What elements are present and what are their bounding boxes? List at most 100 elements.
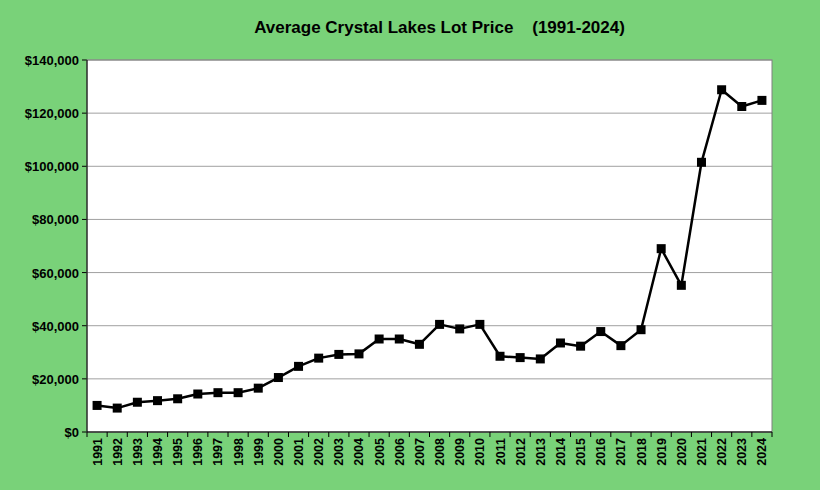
x-tick	[489, 432, 490, 437]
marker	[697, 158, 706, 167]
x-tick-label: 1997	[211, 438, 225, 466]
x-tick	[127, 432, 128, 437]
x-tick-label: 2019	[655, 438, 669, 466]
marker	[596, 327, 605, 336]
marker	[234, 388, 243, 397]
x-tick-label: 2021	[695, 438, 709, 466]
marker	[556, 338, 565, 347]
x-tick	[691, 432, 692, 437]
plot-frame	[87, 60, 772, 432]
marker	[637, 325, 646, 334]
x-tick-label: 2004	[352, 438, 366, 466]
x-tick-label: 2005	[373, 438, 387, 466]
marker	[737, 102, 746, 111]
marker	[193, 390, 202, 399]
marker	[213, 388, 222, 397]
x-tick	[328, 432, 329, 437]
marker	[314, 354, 323, 363]
x-tick-label: 1994	[151, 438, 165, 466]
x-tick	[469, 432, 470, 437]
x-tick-label: 2023	[735, 438, 749, 466]
marker	[395, 335, 404, 344]
x-tick-label: 2000	[272, 438, 286, 466]
marker	[113, 404, 122, 413]
x-tick-label: 2022	[715, 438, 729, 466]
marker	[435, 320, 444, 329]
x-tick	[651, 432, 652, 437]
marker	[616, 341, 625, 350]
marker	[677, 281, 686, 290]
y-tick	[82, 219, 87, 220]
x-tick	[268, 432, 269, 437]
marker	[153, 396, 162, 405]
y-tick	[82, 113, 87, 114]
grid-line	[87, 378, 772, 379]
marker	[576, 342, 585, 351]
x-tick	[87, 432, 88, 437]
series	[93, 85, 767, 412]
x-tick-label: 1999	[252, 438, 266, 466]
y-tick	[82, 378, 87, 379]
marker	[415, 340, 424, 349]
x-tick	[107, 432, 108, 437]
x-tick	[187, 432, 188, 437]
grid-line	[87, 219, 772, 220]
title: Average Crystal Lakes Lot Price (1991-20…	[254, 18, 625, 37]
x-tick	[147, 432, 148, 437]
x-tick-label: 1992	[111, 438, 125, 466]
y-tick-label: $40,000	[32, 319, 79, 334]
x-tick-label: 1998	[232, 438, 246, 466]
x-tick	[167, 432, 168, 437]
x-tick	[510, 432, 511, 437]
y-tick	[82, 325, 87, 326]
marker	[93, 401, 102, 410]
x-tick-label: 2010	[473, 438, 487, 466]
y-tick-label: $60,000	[32, 266, 79, 281]
x-tick-label: 1993	[131, 438, 145, 466]
x-tick-label: 2018	[635, 438, 649, 466]
x-tick	[248, 432, 249, 437]
x-tick-label: 2011	[494, 438, 508, 465]
x-tick-label: 2020	[675, 438, 689, 466]
y-tick	[82, 272, 87, 273]
y-tick	[82, 432, 87, 433]
x-tick	[207, 432, 208, 437]
marker	[254, 384, 263, 393]
y-tick-label: $100,000	[25, 159, 79, 174]
x-tick	[590, 432, 591, 437]
marker	[133, 398, 142, 407]
grid-line	[87, 113, 772, 114]
plot-area	[87, 60, 772, 432]
marker	[354, 349, 363, 358]
marker	[496, 352, 505, 361]
x-tick	[610, 432, 611, 437]
marker	[536, 354, 545, 363]
x-tick	[348, 432, 349, 437]
x-tick	[389, 432, 390, 437]
y-tick-label: $140,000	[25, 53, 79, 68]
marker	[657, 244, 666, 253]
x-tick-label: 2008	[433, 438, 447, 466]
y-tick	[82, 60, 87, 61]
x-tick	[550, 432, 551, 437]
marker	[173, 394, 182, 403]
marker	[274, 373, 283, 382]
x-tick	[711, 432, 712, 437]
x-tick-label: 2024	[755, 438, 769, 466]
grid-line	[87, 272, 772, 273]
x-tick	[288, 432, 289, 437]
chart: Average Crystal Lakes Lot Price (1991-20…	[0, 0, 820, 490]
grid-line	[87, 166, 772, 167]
line	[97, 90, 762, 408]
x-tick-label: 2014	[554, 438, 568, 466]
x-tick	[308, 432, 309, 437]
x-tick-label: 2007	[413, 438, 427, 466]
x-tick	[530, 432, 531, 437]
x-tick	[409, 432, 410, 437]
x-tick-label: 2012	[514, 438, 528, 466]
y-tick-label: $0	[65, 425, 79, 440]
y-tick-label: $120,000	[25, 106, 79, 121]
y-tick-label: $20,000	[32, 372, 79, 387]
x-tick-label: 1995	[171, 438, 185, 466]
x-tick	[751, 432, 752, 437]
